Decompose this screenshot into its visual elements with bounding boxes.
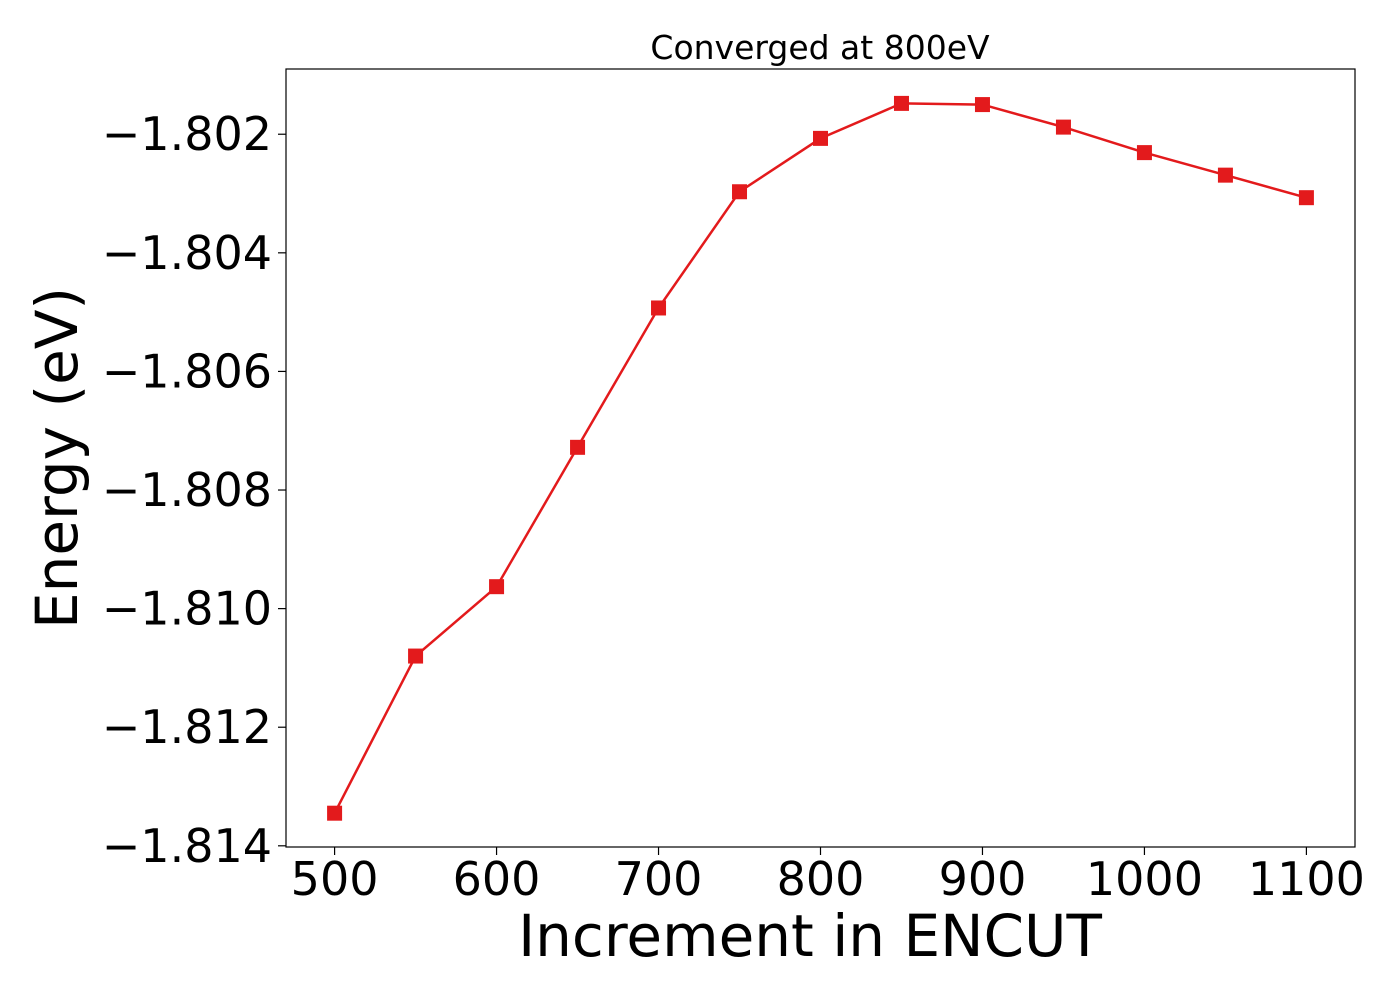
y-tick-label: −1.806 [102, 344, 272, 398]
data-point-marker [570, 439, 586, 455]
y-axis-label: Energy (eV) [23, 287, 91, 629]
data-point-marker [1217, 167, 1233, 183]
x-tick-label: 900 [939, 852, 1027, 906]
x-axis: 500 600 700 800 900 1000 1100 [291, 847, 1365, 906]
y-tick-label: −1.808 [102, 463, 272, 517]
x-tick-label: 600 [453, 852, 541, 906]
x-tick-label: 700 [615, 852, 703, 906]
data-point-marker [813, 130, 828, 146]
x-tick-label: 1000 [1086, 852, 1203, 906]
data-point-marker [732, 184, 748, 200]
data-point-marker [974, 97, 990, 113]
x-tick-label: 1100 [1248, 852, 1365, 906]
y-tick-label: −1.814 [102, 819, 272, 873]
y-tick-label: −1.804 [102, 226, 272, 280]
series-line [333, 102, 1307, 814]
y-tick-label: −1.802 [102, 107, 272, 161]
series-layer [327, 95, 1314, 821]
data-point-marker [408, 648, 424, 664]
y-tick-label: −1.810 [102, 582, 272, 636]
x-axis-label: Increment in ENCUT [518, 902, 1102, 970]
data-point-marker [893, 95, 909, 111]
y-axis: −1.802 −1.804 −1.806 −1.808 −1.810 −1.812 −1.8… [102, 107, 286, 873]
plot-frame [285, 68, 1356, 848]
data-point-marker [1055, 119, 1071, 135]
data-point-marker [489, 579, 505, 595]
data-point-marker [651, 300, 667, 316]
data-point-marker [327, 805, 343, 821]
data-point-marker [1298, 190, 1314, 206]
chart-title: Converged at 800eV [650, 28, 990, 67]
y-tick-label: −1.812 [102, 700, 272, 754]
data-point-marker [1136, 145, 1152, 161]
x-tick-label: 500 [291, 852, 379, 906]
x-tick-label: 800 [777, 852, 865, 906]
plot-area [285, 68, 1356, 848]
